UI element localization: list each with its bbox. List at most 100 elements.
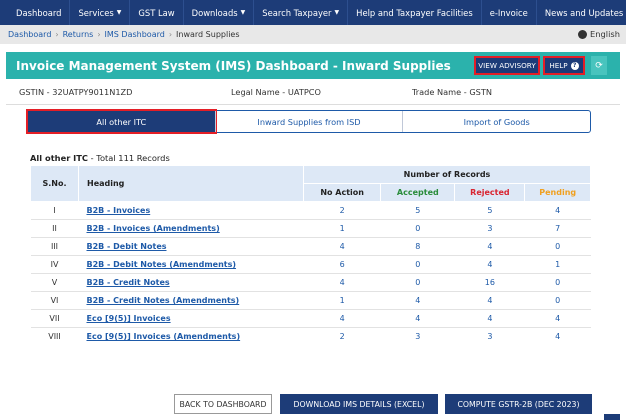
refresh-icon: ⟳: [595, 60, 603, 71]
scroll-top-button[interactable]: [604, 414, 620, 420]
row-pending[interactable]: 0: [524, 273, 591, 292]
back-label: BACK TO DASHBOARD: [179, 399, 267, 409]
row-rejected[interactable]: 3: [454, 327, 525, 346]
row-pending[interactable]: 4: [524, 327, 591, 346]
breadcrumb-ims-dashboard[interactable]: IMS Dashboard: [104, 30, 165, 39]
page-title: Invoice Management System (IMS) Dashboar…: [16, 58, 451, 73]
row-accepted[interactable]: 3: [380, 327, 455, 346]
row-rejected[interactable]: 3: [454, 219, 525, 238]
row-accepted[interactable]: 4: [380, 309, 455, 328]
nav-gst-law[interactable]: GST Law: [130, 0, 184, 25]
row-accepted[interactable]: 0: [380, 273, 455, 292]
itc-tabs: All other ITC Inward Supplies from ISD I…: [26, 109, 591, 134]
compute-gstr2b-button[interactable]: COMPUTE GSTR-2B (DEC 2023): [445, 394, 592, 414]
row-pending[interactable]: 4: [524, 201, 591, 220]
row-heading-link[interactable]: B2B - Invoices (Amendments): [86, 224, 220, 233]
taxpayer-info: GSTIN - 32UATPY9011N1ZD Legal Name - UAT…: [6, 79, 620, 105]
row-pending[interactable]: 1: [524, 255, 591, 274]
row-pending[interactable]: 4: [524, 309, 591, 328]
row-heading-link[interactable]: B2B - Credit Notes (Amendments): [86, 296, 240, 305]
row-rejected[interactable]: 16: [454, 273, 525, 292]
row-no-action[interactable]: 1: [303, 219, 381, 238]
caret-down-icon: ▼: [116, 9, 122, 16]
row-sno: VIII: [30, 327, 79, 346]
row-no-action[interactable]: 6: [303, 255, 381, 274]
row-pending[interactable]: 0: [524, 291, 591, 310]
row-sno: I: [30, 201, 79, 220]
row-accepted[interactable]: 8: [380, 237, 455, 256]
caret-down-icon: ▼: [240, 9, 246, 16]
nav-help-facilities[interactable]: Help and Taxpayer Facilities: [348, 0, 482, 25]
row-pending[interactable]: 7: [524, 219, 591, 238]
row-rejected[interactable]: 4: [454, 255, 525, 274]
language-label: English: [590, 29, 620, 39]
help-label: HELP: [549, 61, 568, 70]
row-sno: VI: [30, 291, 79, 310]
tab-all-other-itc[interactable]: All other ITC: [26, 109, 217, 134]
records-section: All other ITC: [30, 153, 89, 163]
row-no-action[interactable]: 4: [303, 237, 381, 256]
globe-icon: [578, 29, 588, 39]
row-sno: III: [30, 237, 79, 256]
nav-news-updates[interactable]: News and Updates: [537, 0, 626, 25]
compute-label: COMPUTE GSTR-2B (DEC 2023): [457, 399, 580, 409]
refresh-button[interactable]: ⟳: [591, 56, 607, 75]
nav-label: Help and Taxpayer Facilities: [356, 7, 473, 18]
col-sno: S.No.: [30, 165, 79, 202]
table-row: III B2B - Debit Notes 4 8 4 0: [30, 237, 591, 256]
tab-label: All other ITC: [96, 116, 147, 127]
nav-label: News and Updates: [544, 7, 624, 18]
nav-dashboard[interactable]: Dashboard: [8, 0, 71, 25]
nav-downloads[interactable]: Downloads ▼: [184, 0, 255, 25]
row-rejected[interactable]: 5: [454, 201, 525, 220]
tab-import-goods[interactable]: Import of Goods: [402, 111, 590, 132]
records-table: S.No. Heading Number of Records No Actio…: [30, 165, 591, 346]
row-no-action[interactable]: 2: [303, 201, 381, 220]
row-heading-link[interactable]: Eco [9(5)] Invoices (Amendments): [86, 332, 241, 342]
row-heading: B2B - Debit Notes (Amendments): [78, 255, 304, 274]
back-to-dashboard-button[interactable]: BACK TO DASHBOARD: [174, 394, 272, 414]
row-accepted[interactable]: 5: [380, 201, 455, 220]
view-advisory-label: VIEW ADVISORY: [478, 61, 536, 70]
row-heading-link[interactable]: Eco [9(5)] Invoices: [86, 314, 171, 323]
help-button[interactable]: HELP?: [543, 56, 585, 75]
row-no-action[interactable]: 1: [303, 291, 381, 310]
row-heading: Eco [9(5)] Invoices (Amendments): [78, 327, 304, 346]
row-accepted[interactable]: 0: [380, 255, 455, 274]
row-heading: B2B - Debit Notes: [78, 237, 304, 256]
table-row: IV B2B - Debit Notes (Amendments) 6 0 4 1: [30, 255, 591, 274]
row-rejected[interactable]: 4: [454, 291, 525, 310]
row-sno: V: [30, 273, 79, 292]
table-row: V B2B - Credit Notes 4 0 16 0: [30, 273, 591, 292]
row-heading-link[interactable]: B2B - Debit Notes (Amendments): [86, 260, 237, 269]
row-accepted[interactable]: 0: [380, 219, 455, 238]
breadcrumb-separator-icon: ›: [168, 30, 173, 39]
row-rejected[interactable]: 4: [454, 237, 525, 256]
row-heading-link[interactable]: B2B - Debit Notes: [86, 242, 167, 251]
col-rejected: Rejected: [454, 183, 526, 202]
row-heading-link[interactable]: B2B - Invoices: [86, 206, 151, 215]
row-no-action[interactable]: 4: [303, 273, 381, 292]
nav-einvoice[interactable]: e-Invoice: [482, 0, 537, 25]
row-pending[interactable]: 0: [524, 237, 591, 256]
view-advisory-button[interactable]: VIEW ADVISORY: [474, 56, 540, 75]
caret-down-icon: ▼: [334, 9, 340, 16]
row-sno: VII: [30, 309, 79, 328]
nav-label: Dashboard: [16, 7, 62, 18]
tab-isd[interactable]: Inward Supplies from ISD: [214, 111, 403, 132]
language-selector[interactable]: English: [578, 29, 620, 39]
breadcrumb-current: Inward Supplies: [176, 30, 240, 39]
breadcrumb-dashboard[interactable]: Dashboard: [8, 30, 52, 39]
row-accepted[interactable]: 4: [380, 291, 455, 310]
row-heading-link[interactable]: B2B - Credit Notes: [86, 278, 170, 287]
row-no-action[interactable]: 4: [303, 309, 381, 328]
nav-services[interactable]: Services ▼: [70, 0, 131, 25]
breadcrumb-returns[interactable]: Returns: [62, 30, 94, 39]
nav-search-taxpayer[interactable]: Search Taxpayer ▼: [254, 0, 349, 25]
row-no-action[interactable]: 2: [303, 327, 381, 346]
row-rejected[interactable]: 4: [454, 309, 525, 328]
table-row: VII Eco [9(5)] Invoices 4 4 4 4: [30, 309, 591, 328]
breadcrumb: Dashboard › Returns › IMS Dashboard › In…: [0, 25, 626, 44]
download-excel-button[interactable]: DOWNLOAD IMS DETAILS (EXCEL): [280, 394, 438, 414]
table-row: II B2B - Invoices (Amendments) 1 0 3 7: [30, 219, 591, 238]
